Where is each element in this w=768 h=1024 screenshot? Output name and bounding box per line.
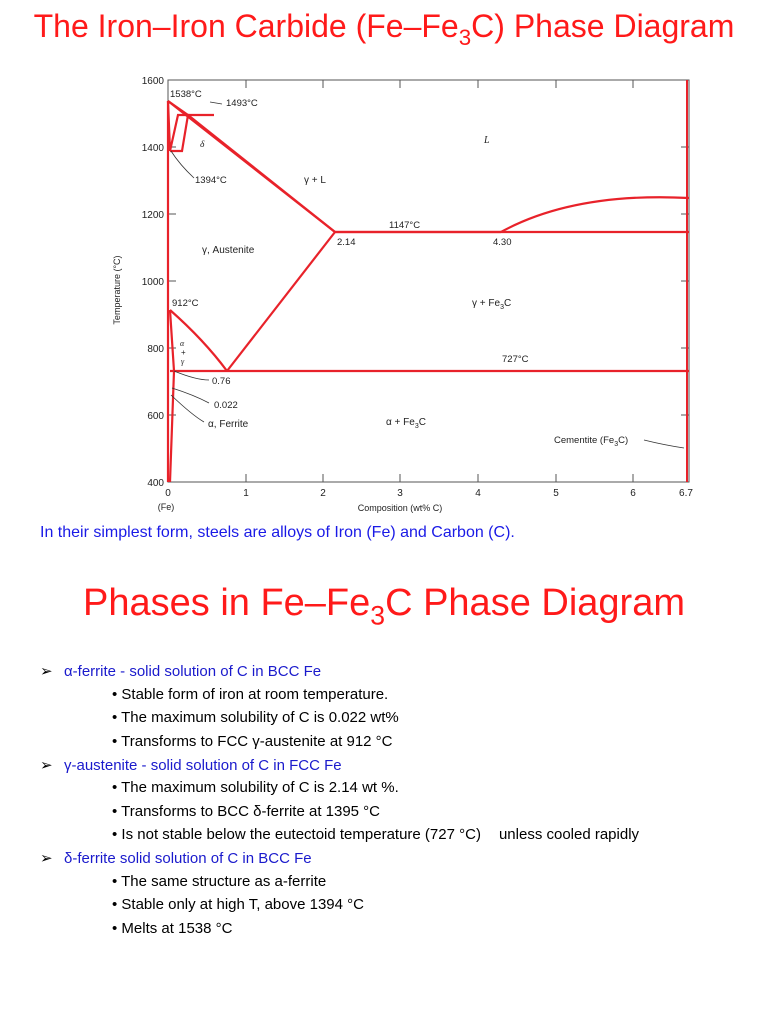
list-item: • Stable only at high T, above 1394 °C xyxy=(112,896,364,913)
delta-top xyxy=(167,100,214,117)
arrow-bullet-icon: ➢ xyxy=(40,850,53,867)
y-tick-label: 1000 xyxy=(142,277,165,288)
y-tick-label: 400 xyxy=(147,478,164,489)
x-tick-label: 4 xyxy=(475,488,481,499)
x-tick-label: 6 xyxy=(630,488,636,499)
list-item: • Transforms to FCC γ-austenite at 912 °… xyxy=(112,733,393,750)
alpha-gamma-plus: + xyxy=(181,348,186,357)
y-tick-label: 800 xyxy=(147,344,164,355)
delta-region xyxy=(166,100,190,153)
a3-line xyxy=(169,309,228,372)
x-axis-label: Composition (wt% C) xyxy=(358,503,443,513)
list-item-text: • Is not stable below the eutectoid temp… xyxy=(112,826,481,843)
list-item: • Melts at 1538 °C xyxy=(112,920,233,937)
y-tick-label: 600 xyxy=(147,411,164,422)
alpha-ferrite-heading: ➢ α-ferrite - solid solution of C in BCC … xyxy=(40,662,321,680)
phase-cementite: Cementite (Fe3C) xyxy=(554,435,628,448)
heading-text: α-ferrite - solid solution of C in BCC F… xyxy=(64,663,322,680)
phase-diagram: 1600 1400 1200 1000 800 600 400 Temperat… xyxy=(112,76,693,513)
delta-ferrite-heading: ➢ δ-ferrite solid solution of C in BCC Fe xyxy=(40,849,312,867)
section-title-text: Phases in Fe–Fe xyxy=(83,582,371,624)
solidus xyxy=(187,114,336,233)
x-axis xyxy=(245,80,634,482)
arrow-bullet-icon: ➢ xyxy=(40,663,53,680)
intro-text: In their simplest form, steels are alloy… xyxy=(40,524,515,541)
comp-0-022: 0.022 xyxy=(214,400,238,411)
x-tick-label: 2 xyxy=(320,488,326,499)
list-item-tail: unless cooled rapidly xyxy=(498,826,640,843)
title-subscript: 3 xyxy=(458,24,472,50)
list-item: • The maximum solubility of C is 2.14 wt… xyxy=(112,779,399,796)
phase-liquid: L xyxy=(483,135,490,146)
temp-1493: 1493°C xyxy=(226,98,258,109)
x-tick-label: 5 xyxy=(553,488,559,499)
title-text-end: C) Phase Diagram xyxy=(471,8,735,44)
list-item: • Transforms to BCC δ-ferrite at 1395 °C xyxy=(112,803,381,820)
comp-2-14: 2.14 xyxy=(337,237,356,248)
x-tick-label: 1 xyxy=(243,488,249,499)
arrow-bullet-icon: ➢ xyxy=(40,757,53,774)
phase-boundaries xyxy=(166,100,690,483)
y-axis-label: Temperature (°C) xyxy=(112,255,122,324)
list-item: • The maximum solubility of C is 0.022 w… xyxy=(112,709,399,726)
phase-ferrite: α, Ferrite xyxy=(208,419,249,430)
phase-austenite: γ, Austenite xyxy=(202,245,255,256)
y-tick-label: 1200 xyxy=(142,210,165,221)
list-item: • The same structure as a-ferrite xyxy=(112,873,327,890)
section-title: Phases in Fe–Fe3C Phase Diagram xyxy=(0,582,768,631)
section-title-subscript: 3 xyxy=(370,600,386,631)
x-tick-label: 0 xyxy=(165,488,171,499)
section-title-text-end: C Phase Diagram xyxy=(385,582,685,624)
x-tick-label: 6.7 xyxy=(679,488,693,499)
temp-1394: 1394°C xyxy=(195,175,227,186)
list-item: • Is not stable below the eutectoid temp… xyxy=(112,826,639,843)
comp-0-76: 0.76 xyxy=(212,376,231,387)
x-tick-label: 3 xyxy=(397,488,403,499)
temp-912: 912°C xyxy=(172,298,199,309)
page-title: The Iron–Iron Carbide (Fe–Fe3C) Phase Di… xyxy=(0,8,768,51)
temp-1147: 1147°C xyxy=(389,220,420,231)
heading-text: γ-austenite - solid solution of C in FCC… xyxy=(64,757,342,774)
x-origin-label: (Fe) xyxy=(158,502,175,512)
gamma-solvus xyxy=(226,231,336,372)
y-tick-label: 1400 xyxy=(142,143,165,154)
y-tick-label: 1600 xyxy=(142,76,165,87)
liquidus-right xyxy=(500,196,690,233)
temp-1538: 1538°C xyxy=(170,89,202,100)
heading-text: δ-ferrite solid solution of C in BCC Fe xyxy=(64,850,312,867)
phase-gamma-fe3c: γ + Fe3C xyxy=(472,298,511,311)
list-item: • Stable form of iron at room temperatur… xyxy=(112,686,389,703)
liquidus-left xyxy=(167,100,501,234)
delta-label: δ xyxy=(200,140,205,150)
phase-gamma-liquid: γ + L xyxy=(304,175,326,186)
alpha-gamma-gamma: γ xyxy=(181,357,185,366)
alpha-gamma-alpha: α xyxy=(180,339,185,348)
temp-727: 727°C xyxy=(502,354,529,365)
comp-4-30: 4.30 xyxy=(493,237,512,248)
title-text: The Iron–Iron Carbide (Fe–Fe xyxy=(33,8,459,44)
phase-alpha-fe3c: α + Fe3C xyxy=(386,417,426,430)
gamma-austenite-heading: ➢ γ-austenite - solid solution of C in FC… xyxy=(40,756,342,774)
